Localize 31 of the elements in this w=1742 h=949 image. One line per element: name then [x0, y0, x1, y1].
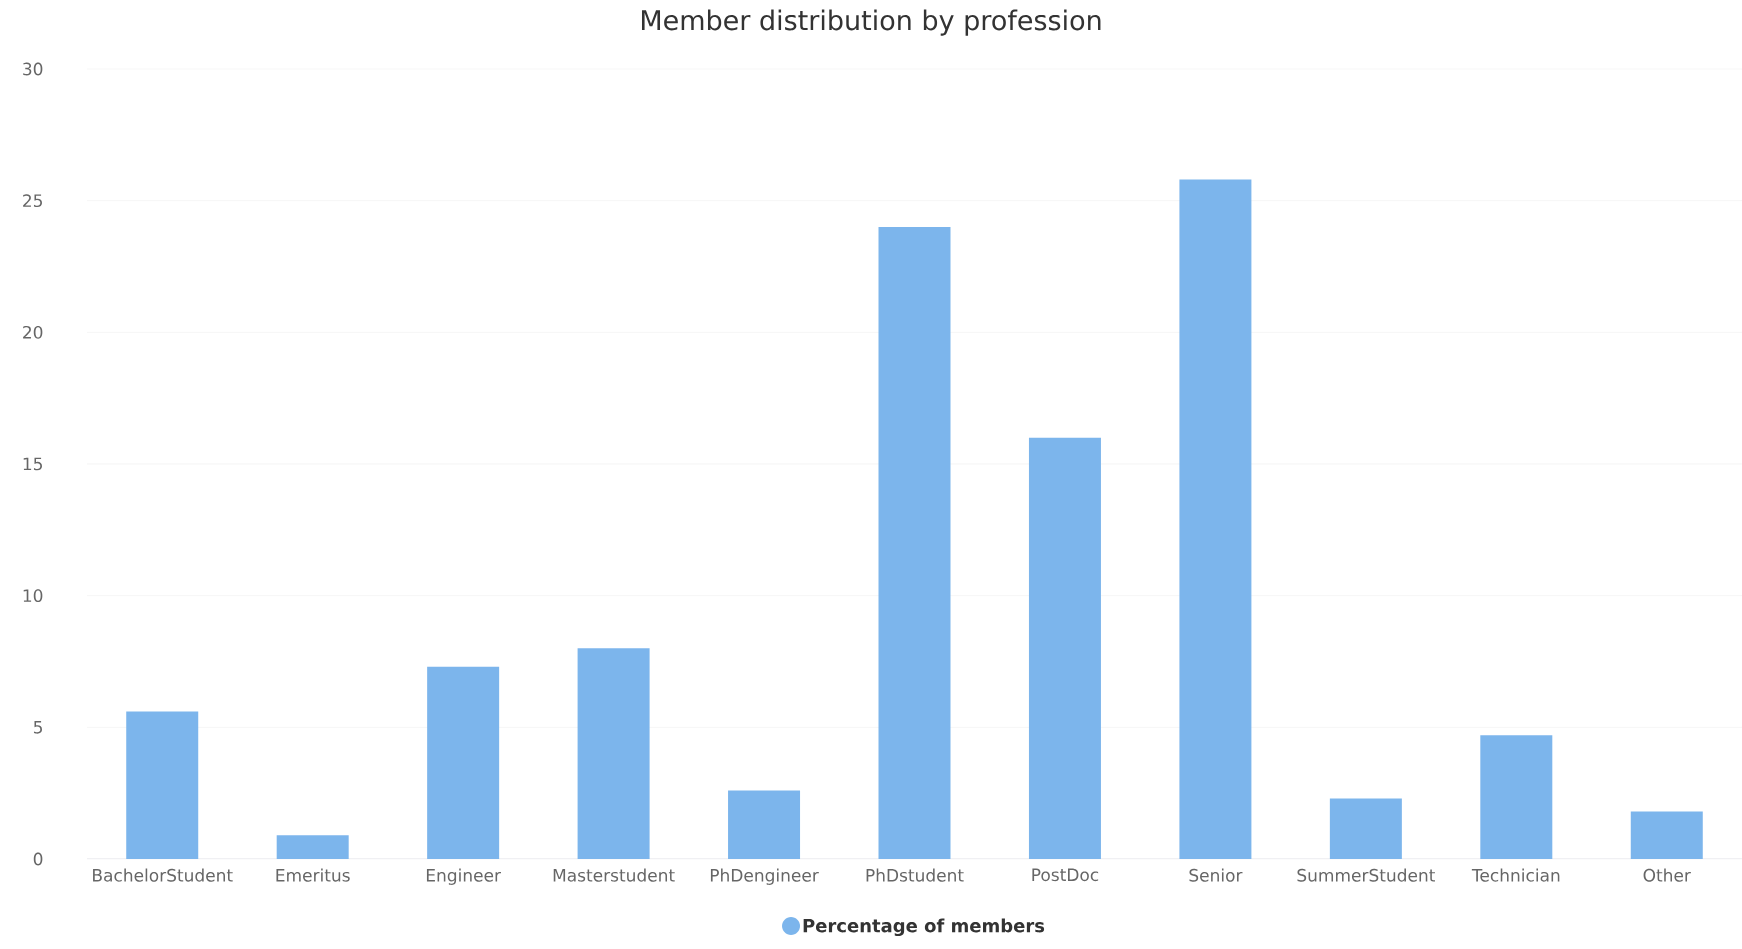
bar — [1630, 811, 1703, 859]
y-tick-label: 10 — [23, 589, 43, 603]
bar — [577, 648, 650, 859]
bar — [1179, 179, 1252, 859]
legend-label: Percentage of members — [803, 918, 1045, 937]
bar — [126, 711, 199, 859]
x-tick-label: PhDstudent — [866, 868, 964, 882]
x-tick-label: PhDengineer — [710, 868, 819, 885]
y-tick-label: 30 — [23, 62, 43, 76]
bar — [427, 666, 500, 859]
bar — [1329, 798, 1402, 859]
bar — [276, 835, 349, 859]
y-tick-label: 25 — [23, 194, 42, 208]
y-tick-label: 5 — [33, 721, 42, 734]
x-tick-label: SummerStudent — [1297, 868, 1435, 882]
bar — [1480, 735, 1553, 859]
chart-title: Member distribution by profession — [641, 9, 1101, 36]
bar — [728, 790, 801, 859]
x-tick-label: BachelorStudent — [93, 868, 233, 882]
bar — [878, 226, 951, 859]
x-tick-label: Other — [1643, 868, 1691, 882]
x-tick-label: Technician — [1471, 868, 1560, 882]
x-tick-label: Emeritus — [276, 868, 350, 882]
x-tick-label: Senior — [1189, 868, 1243, 882]
x-tick-label: PostDoc — [1032, 868, 1099, 882]
x-tick-label: Engineer — [426, 868, 502, 885]
y-tick-label: 0 — [33, 852, 43, 866]
y-tick-label: 20 — [23, 325, 43, 339]
y-tick-label: 15 — [23, 457, 42, 471]
x-tick-label: Masterstudent — [553, 868, 675, 882]
bar — [1028, 437, 1101, 859]
